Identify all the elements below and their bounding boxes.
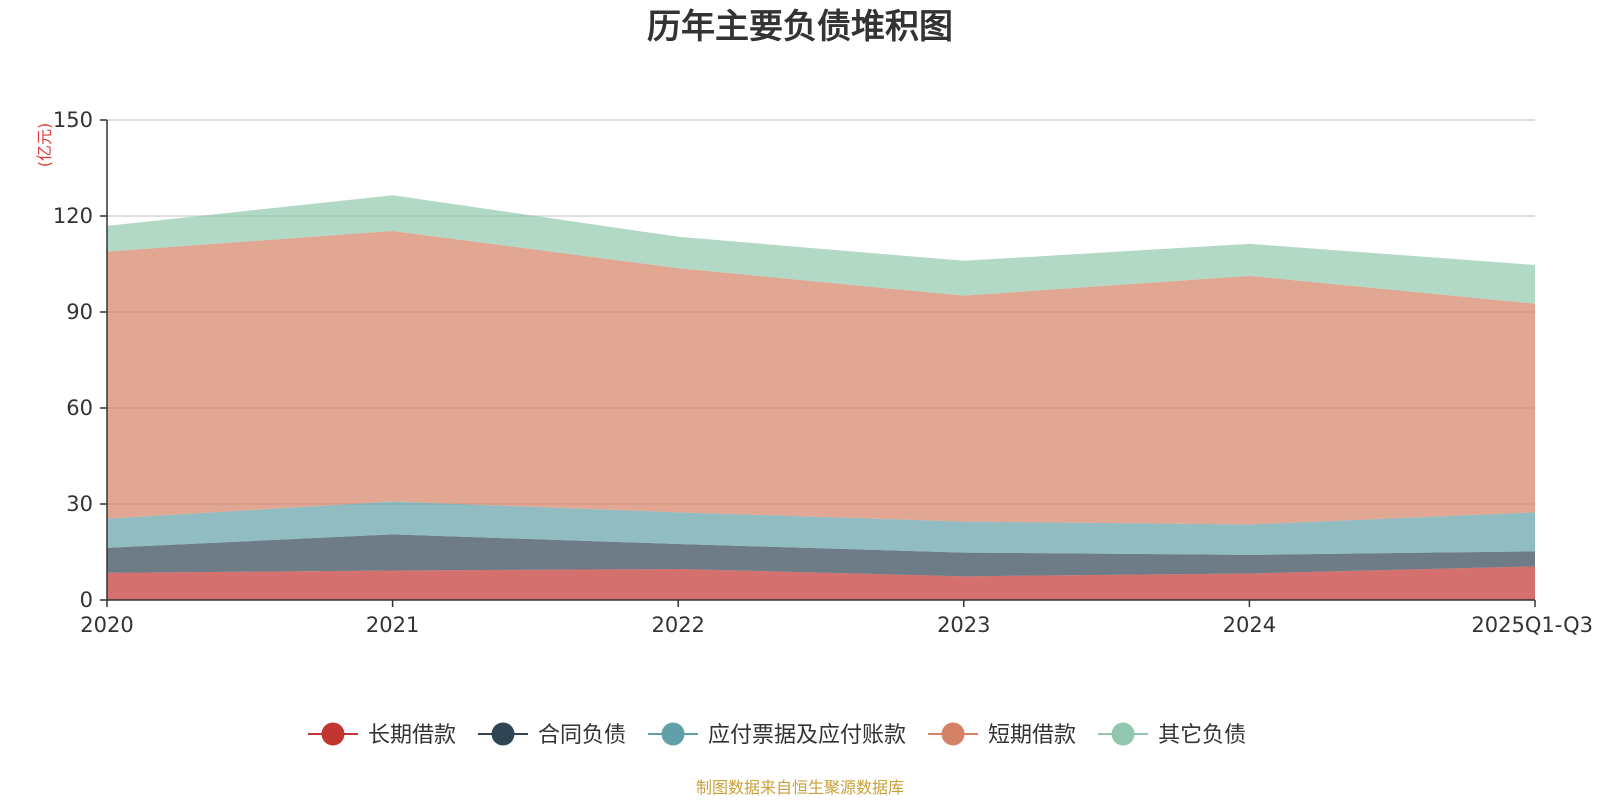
y-axis-unit-label: (亿元): [35, 123, 54, 168]
x-tick-label-0: 2020: [80, 613, 133, 637]
x-tick-label-4: 2024: [1223, 613, 1276, 637]
source-note: 制图数据来自恒生聚源数据库: [696, 778, 904, 797]
axes: [106, 120, 1535, 601]
area-series-4: [107, 195, 1535, 304]
legend-label-4: 其它负债: [1158, 723, 1246, 748]
legend-label-3: 短期借款: [988, 723, 1076, 748]
legend-marker-3: [941, 722, 965, 746]
x-tick-label-5: 2025Q1-Q3: [1471, 613, 1593, 637]
y-tick-label-0: 0: [80, 588, 93, 612]
x-tick-label-2: 2022: [651, 613, 704, 637]
legend: 长期借款 合同负债 应付票据及应付账款 短期借款 其它负债: [308, 722, 1246, 749]
legend-item-0[interactable]: 长期借款: [308, 722, 456, 749]
legend-item-3[interactable]: 短期借款: [928, 722, 1076, 749]
x-axis-ticks: 2020 2021 2022 2023 2024 2025Q1-Q3: [80, 600, 1593, 637]
x-tick-label-1: 2021: [366, 613, 419, 637]
y-tick-label-4: 120: [53, 204, 93, 228]
area-series-1: [107, 534, 1535, 577]
legend-label-2: 应付票据及应付账款: [708, 723, 906, 748]
legend-marker-4: [1111, 722, 1135, 746]
legend-item-1[interactable]: 合同负债: [478, 722, 626, 749]
y-tick-label-1: 30: [66, 492, 93, 516]
area-series-0: [107, 566, 1535, 600]
area-series-2: [107, 501, 1535, 555]
legend-label-1: 合同负债: [538, 723, 626, 748]
legend-marker-2: [661, 722, 685, 746]
legend-marker-0: [321, 722, 345, 746]
legend-item-2[interactable]: 应付票据及应付账款: [648, 722, 906, 749]
x-tick-label-3: 2023: [937, 613, 990, 637]
chart-title: 历年主要负债堆积图: [647, 7, 953, 47]
legend-item-4[interactable]: 其它负债: [1098, 722, 1246, 749]
legend-marker-1: [491, 722, 515, 746]
area-series-group: [107, 195, 1535, 600]
y-tick-label-3: 90: [66, 300, 93, 324]
y-tick-label-5: 150: [53, 108, 93, 132]
legend-label-0: 长期借款: [368, 723, 456, 748]
y-tick-label-2: 60: [66, 396, 93, 420]
area-series-3: [107, 231, 1535, 525]
y-axis-ticks: 0 30 60 90 120 150: [53, 108, 107, 612]
